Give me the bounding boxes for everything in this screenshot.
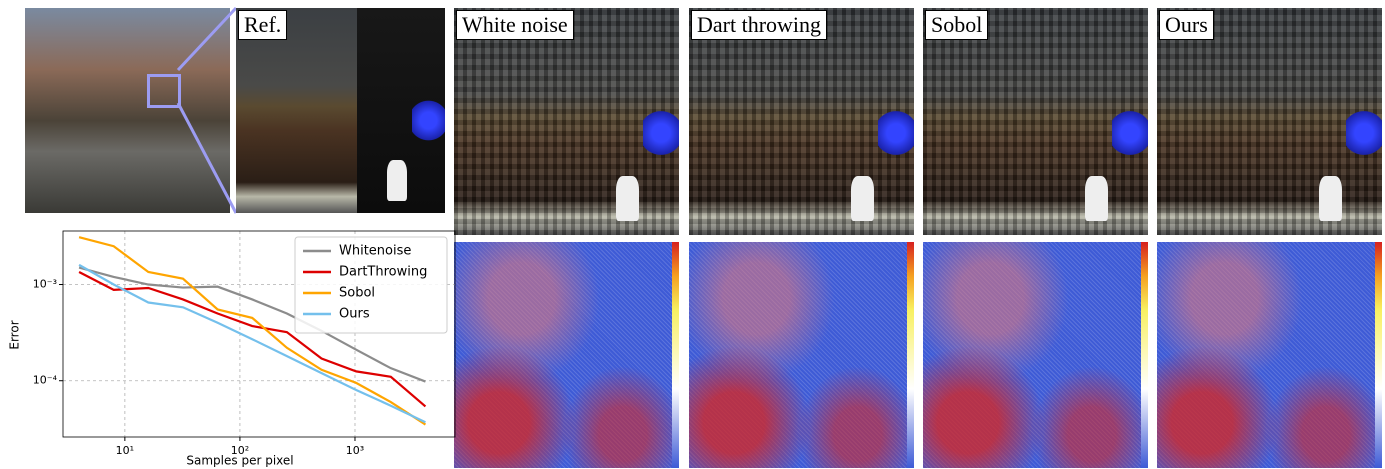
x-tick-label: 10² [231,444,249,457]
method-crop: Sobol [923,8,1148,235]
error-map [689,242,914,468]
x-tick-label: 10¹ [116,444,134,457]
series-line [78,271,427,408]
legend-label: Whitenoise [339,244,411,259]
colorbar [672,242,679,468]
x-tick-label: 10³ [346,444,364,457]
panel-label: Ours [1159,10,1214,40]
y-tick-label: 10⁻³ [33,278,57,291]
scene-image [25,8,230,213]
colorbar [1141,242,1148,468]
error-map [923,242,1148,468]
error-map [1157,242,1382,468]
colorbar [1375,242,1382,468]
method-crop: White noise [454,8,679,235]
legend-label: Ours [339,307,370,322]
colorbar [907,242,914,468]
legend-label: DartThrowing [339,265,427,280]
legend-label: Sobol [339,286,375,301]
reference-crop: Ref. [236,8,445,213]
method-crop: Dart throwing [689,8,914,235]
zoom-box [147,74,181,108]
error-map [454,242,679,468]
y-axis-label: Error [8,320,22,349]
zoom-lines [176,6,238,214]
chart: Samples per pixel Error 10¹ 10² 10³ 10⁻⁴ 10⁻… [8,230,456,468]
y-tick-label: 10⁻⁴ [33,374,58,387]
method-crop: Ours [1157,8,1382,235]
panel-label: Ref. [238,10,288,40]
series-line [78,266,426,383]
series-line [78,263,426,424]
series-line [78,236,427,426]
legend-box [294,236,448,334]
panel-label: Sobol [925,10,989,40]
panel-label: Dart throwing [691,10,828,40]
plot-frame [62,230,456,438]
x-axis-label: Samples per pixel [186,454,293,468]
panel-label: White noise [456,10,574,40]
